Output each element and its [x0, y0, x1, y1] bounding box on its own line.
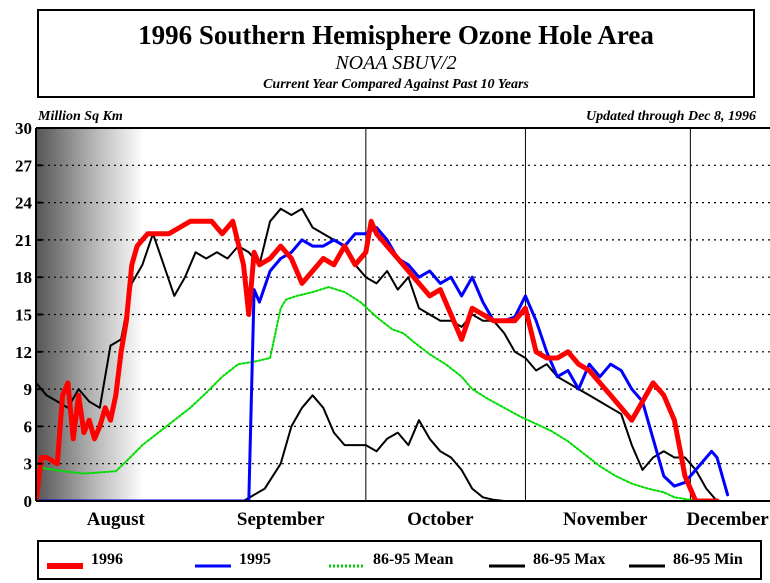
ozone-chart: 0 3 6 9 12 15 18 21 24 27 30 August September October… — [15, 119, 770, 530]
title-box: 1996 Southern Hemisphere Ozone Hole Area… — [37, 9, 755, 98]
y-tick-label: 18 — [15, 268, 32, 287]
y-tick-label: 0 — [24, 492, 33, 511]
x-month-label: October — [407, 509, 474, 530]
legend-label: 86-95 Mean — [373, 551, 454, 568]
y-tick-label: 27 — [15, 156, 33, 175]
legend-swatch — [47, 563, 83, 569]
legend: 1996 1995 86-95 Mean 86-95 Max 86-95 Min — [37, 540, 762, 580]
series-line-86-95-min — [36, 394, 729, 501]
chart-subtitle-2: Current Year Compared Against Past 10 Ye… — [263, 77, 529, 92]
legend-swatch — [195, 564, 231, 568]
legend-swatch — [629, 564, 665, 568]
legend-swatch — [489, 564, 525, 568]
x-month-label: November — [563, 509, 648, 530]
series-line-1995 — [36, 226, 730, 501]
legend-label: 1995 — [239, 551, 271, 568]
series-line-86-95-mean — [36, 286, 729, 501]
series-line-1996 — [36, 218, 720, 501]
y-tick-label: 24 — [15, 194, 33, 213]
y-tick-label: 21 — [15, 231, 32, 250]
x-month-label: September — [237, 509, 325, 530]
y-tick-label: 6 — [24, 417, 33, 436]
y-tick-label: 9 — [24, 380, 33, 399]
grid-layer — [36, 128, 770, 501]
y-tick-label: 3 — [24, 455, 33, 474]
y-tick-label: 12 — [15, 343, 32, 362]
x-month-label: August — [87, 509, 146, 530]
series-line-86-95-max — [36, 207, 729, 501]
x-month-label: December — [686, 509, 769, 530]
updated-label: Updated through Dec 8, 1996 — [586, 109, 756, 124]
legend-swatch — [329, 564, 365, 568]
axis-layer: 0 3 6 9 12 15 18 21 24 27 30 August September October… — [15, 119, 769, 530]
series-layer — [36, 207, 730, 501]
legend-label: 86-95 Min — [673, 551, 743, 568]
legend-label: 86-95 Max — [533, 551, 606, 568]
y-tick-label: 15 — [15, 306, 32, 325]
chart-subtitle: NOAA SBUV/2 — [335, 52, 457, 74]
y-unit-label: Million Sq Km — [38, 109, 123, 124]
chart-title: 1996 Southern Hemisphere Ozone Hole Area — [138, 20, 654, 50]
y-tick-label: 30 — [15, 119, 32, 138]
legend-label: 1996 — [91, 551, 123, 568]
